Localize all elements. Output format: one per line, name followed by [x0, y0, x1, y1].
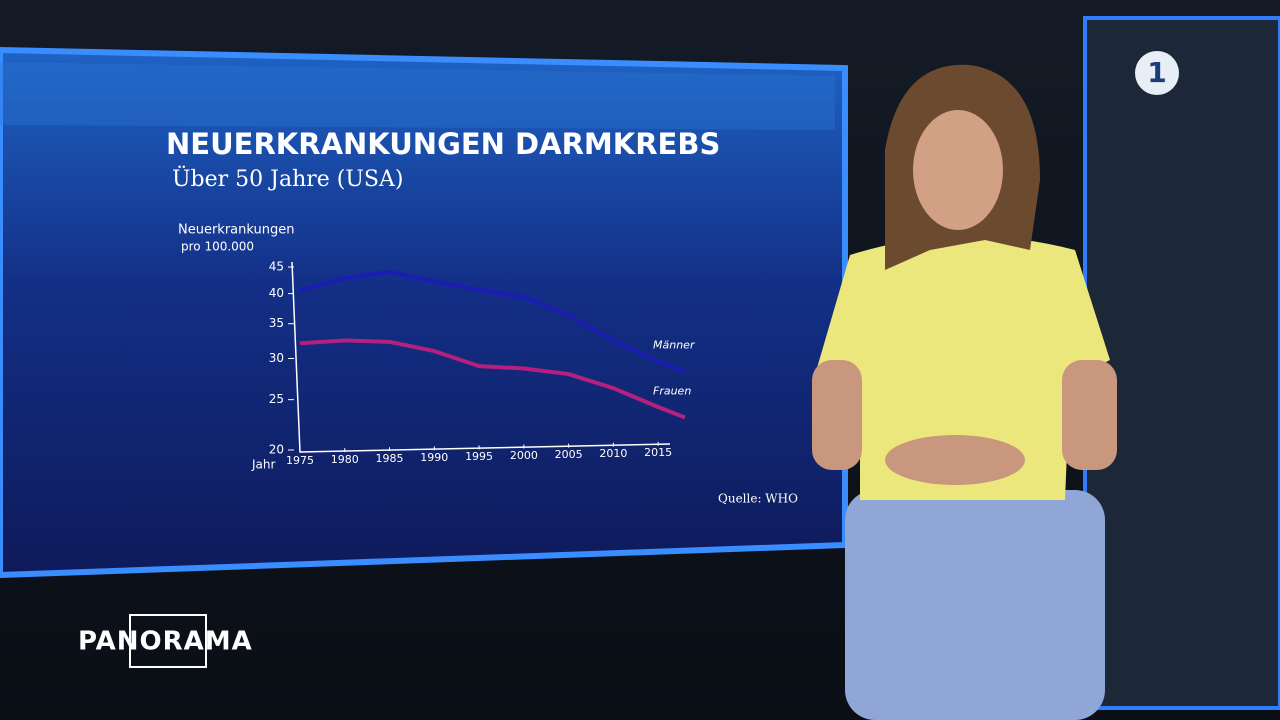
- y-tick-label: 30: [269, 351, 284, 365]
- chart-title: NEUERKRANKUNGEN DARMKREBS: [166, 127, 720, 161]
- screen-band: [0, 62, 835, 130]
- y-axis-label: pro 100.000: [181, 240, 254, 254]
- series-line: [299, 338, 686, 420]
- x-tick-label: 2015: [644, 446, 672, 459]
- x-axis: [299, 443, 671, 453]
- channel-logo: 1: [1135, 51, 1179, 95]
- source: Quelle: WHO: [718, 492, 798, 506]
- x-tick-label: 2005: [555, 448, 583, 461]
- y-tick-label: 25: [269, 392, 284, 406]
- x-tick-label: 2010: [599, 447, 627, 460]
- y-tick-label: 20: [269, 443, 284, 457]
- x-tick-label: 1990: [420, 451, 448, 464]
- x-tick-label: 2000: [510, 449, 538, 462]
- y-tick-label: 45: [269, 260, 284, 274]
- series-label: Frauen: [653, 384, 691, 397]
- x-axis-label: Jahr: [251, 458, 275, 472]
- brand-frame: [129, 614, 207, 668]
- channel-mark: 1: [1147, 56, 1166, 89]
- series-line: [299, 270, 686, 374]
- x-tick-label: 1980: [331, 453, 359, 466]
- chart-subtitle: Über 50 Jahre (USA): [172, 165, 403, 192]
- x-tick-label: 1985: [376, 452, 404, 465]
- presenter: [812, 64, 1117, 720]
- brand-logo: PANORAMA: [78, 627, 253, 657]
- y-tick-label: 40: [269, 286, 284, 300]
- x-tick-label: 1975: [286, 454, 314, 467]
- x-tick-label: 1995: [465, 450, 493, 463]
- y-tick-label: 35: [269, 316, 284, 330]
- series-label: Männer: [653, 339, 696, 352]
- side-screen: [1083, 16, 1280, 710]
- y-axis-label: Neuerkrankungen: [178, 223, 294, 238]
